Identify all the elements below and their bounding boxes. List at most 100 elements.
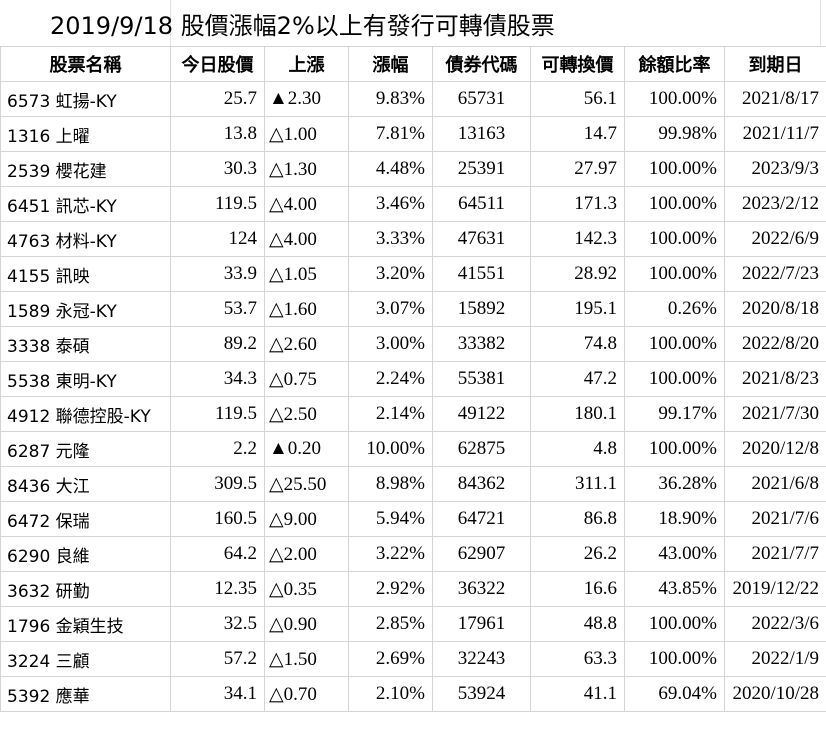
change-cell: △2.00 <box>264 536 349 572</box>
bond-code-cell: 13163 <box>432 116 531 152</box>
conversion-price-cell: 63.3 <box>530 641 625 677</box>
bond-code-cell: 62907 <box>432 536 531 572</box>
change-cell: △0.75 <box>264 361 349 397</box>
change-pct-cell: 2.14% <box>348 396 433 432</box>
stock-name-cell: 4155 訊映 <box>0 256 171 292</box>
change-pct-cell: 2.85% <box>348 606 433 642</box>
balance-ratio-cell: 100.00% <box>624 326 725 362</box>
stock-name-cell: 1796 金穎生技 <box>0 606 171 642</box>
stock-name-cell: 6472 保瑞 <box>0 501 171 537</box>
bond-code-cell: 47631 <box>432 221 531 257</box>
bond-code-cell: 17961 <box>432 606 531 642</box>
conversion-price-cell: 74.8 <box>530 326 625 362</box>
conversion-price-cell: 28.92 <box>530 256 625 292</box>
stock-name-cell: 6451 訊芯-KY <box>0 186 171 222</box>
conversion-price-cell: 4.8 <box>530 431 625 467</box>
due-date-cell: 2021/11/7 <box>724 116 826 152</box>
table-row: 8436 大江 309.5 △25.50 8.98% 84362 311.1 36.28% 2… <box>0 466 826 502</box>
balance-ratio-cell: 0.26% <box>624 291 725 327</box>
table-row: 6451 訊芯-KY 119.5 △4.00 3.46% 64511 171.3 100.0… <box>0 186 826 222</box>
change-pct-cell: 3.00% <box>348 326 433 362</box>
balance-ratio-cell: 99.98% <box>624 116 725 152</box>
price-cell: 2.2 <box>170 431 265 467</box>
change-pct-cell: 2.92% <box>348 571 433 607</box>
stock-name-cell: 4912 聯德控股-KY <box>0 396 171 432</box>
header-bond-code: 債券代碼 <box>432 46 531 82</box>
bond-code-cell: 41551 <box>432 256 531 292</box>
conversion-price-cell: 180.1 <box>530 396 625 432</box>
change-pct-cell: 8.98% <box>348 466 433 502</box>
conversion-price-cell: 48.8 <box>530 606 625 642</box>
table-row: 3224 三顧 57.2 △1.50 2.69% 32243 63.3 100.00% 202… <box>0 641 826 677</box>
price-cell: 53.7 <box>170 291 265 327</box>
table-row: 4763 材料-KY 124 △4.00 3.33% 47631 142.3 100.00%… <box>0 221 826 257</box>
price-cell: 89.2 <box>170 326 265 362</box>
conversion-price-cell: 171.3 <box>530 186 625 222</box>
due-date-cell: 2021/6/8 <box>724 466 826 502</box>
conversion-price-cell: 26.2 <box>530 536 625 572</box>
balance-ratio-cell: 18.90% <box>624 501 725 537</box>
due-date-cell: 2021/7/7 <box>724 536 826 572</box>
table-row: 3338 泰碩 89.2 △2.60 3.00% 33382 74.8 100.00% 202… <box>0 326 826 362</box>
price-cell: 160.5 <box>170 501 265 537</box>
bond-code-cell: 53924 <box>432 676 531 712</box>
conversion-price-cell: 86.8 <box>530 501 625 537</box>
balance-ratio-cell: 100.00% <box>624 151 725 187</box>
table-row: 6472 保瑞 160.5 △9.00 5.94% 64721 86.8 18.90% 202… <box>0 501 826 537</box>
bond-code-cell: 84362 <box>432 466 531 502</box>
change-cell: △4.00 <box>264 186 349 222</box>
change-pct-cell: 3.07% <box>348 291 433 327</box>
stock-name-cell: 3632 研勤 <box>0 571 171 607</box>
change-pct-cell: 2.69% <box>348 641 433 677</box>
change-cell: △25.50 <box>264 466 349 502</box>
change-cell: △1.30 <box>264 151 349 187</box>
header-conversion-price: 可轉換價 <box>530 46 625 82</box>
conversion-price-cell: 311.1 <box>530 466 625 502</box>
price-cell: 64.2 <box>170 536 265 572</box>
price-cell: 32.5 <box>170 606 265 642</box>
table-row: 4155 訊映 33.9 △1.05 3.20% 41551 28.92 100.00% 20… <box>0 256 826 292</box>
due-date-cell: 2021/7/6 <box>724 501 826 537</box>
balance-ratio-cell: 99.17% <box>624 396 725 432</box>
change-cell: △4.00 <box>264 221 349 257</box>
change-pct-cell: 3.20% <box>348 256 433 292</box>
balance-ratio-cell: 100.00% <box>624 81 725 117</box>
change-pct-cell: 3.22% <box>348 536 433 572</box>
balance-ratio-cell: 100.00% <box>624 606 725 642</box>
gridline <box>170 0 171 46</box>
change-pct-cell: 10.00% <box>348 431 433 467</box>
due-date-cell: 2020/12/8 <box>724 431 826 467</box>
change-pct-cell: 7.81% <box>348 116 433 152</box>
price-cell: 309.5 <box>170 466 265 502</box>
bond-code-cell: 65731 <box>432 81 531 117</box>
change-cell: △1.00 <box>264 116 349 152</box>
due-date-cell: 2022/8/20 <box>724 326 826 362</box>
due-date-cell: 2020/8/18 <box>724 291 826 327</box>
bond-code-cell: 36322 <box>432 571 531 607</box>
stock-name-cell: 5538 東明-KY <box>0 361 171 397</box>
price-cell: 34.1 <box>170 676 265 712</box>
balance-ratio-cell: 100.00% <box>624 641 725 677</box>
price-cell: 12.35 <box>170 571 265 607</box>
bond-code-cell: 62875 <box>432 431 531 467</box>
balance-ratio-cell: 100.00% <box>624 221 725 257</box>
change-pct-cell: 2.24% <box>348 361 433 397</box>
bond-code-cell: 25391 <box>432 151 531 187</box>
conversion-price-cell: 195.1 <box>530 291 625 327</box>
due-date-cell: 2021/8/23 <box>724 361 826 397</box>
price-cell: 119.5 <box>170 396 265 432</box>
balance-ratio-cell: 69.04% <box>624 676 725 712</box>
due-date-cell: 2022/6/9 <box>724 221 826 257</box>
price-cell: 33.9 <box>170 256 265 292</box>
table-row: 6287 元隆 2.2 ▲0.20 10.00% 62875 4.8 100.00% 2020… <box>0 431 826 467</box>
stock-name-cell: 4763 材料-KY <box>0 221 171 257</box>
price-cell: 30.3 <box>170 151 265 187</box>
stock-name-cell: 6287 元隆 <box>0 431 171 467</box>
change-cell: ▲2.30 <box>264 81 349 117</box>
table-row: 3632 研勤 12.35 △0.35 2.92% 36322 16.6 43.85% 201… <box>0 571 826 607</box>
balance-ratio-cell: 100.00% <box>624 256 725 292</box>
balance-ratio-cell: 100.00% <box>624 361 725 397</box>
bond-code-cell: 49122 <box>432 396 531 432</box>
bond-code-cell: 15892 <box>432 291 531 327</box>
bond-code-cell: 55381 <box>432 361 531 397</box>
